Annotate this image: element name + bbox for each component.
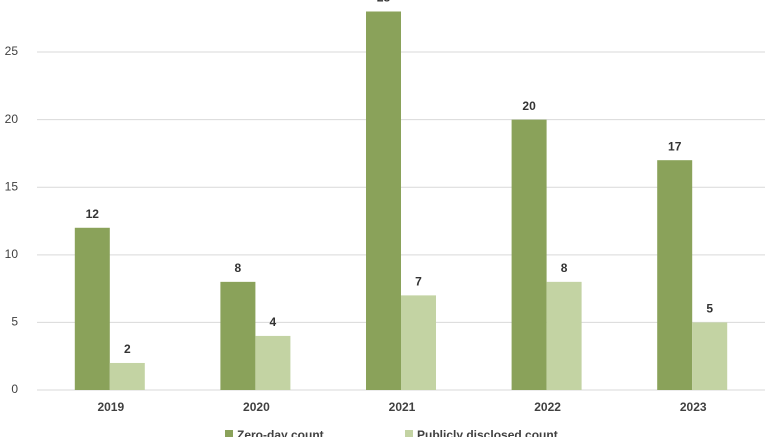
value-label: 20 <box>522 99 536 113</box>
value-label: 5 <box>706 302 713 316</box>
value-label: 2 <box>124 342 131 356</box>
bar <box>692 322 728 390</box>
y-tick-label: 10 <box>5 247 19 261</box>
value-label: 4 <box>270 315 277 329</box>
value-label: 12 <box>86 207 100 221</box>
x-tick-label: 2023 <box>680 400 707 414</box>
value-label: 17 <box>668 139 682 153</box>
y-tick-label: 15 <box>5 179 19 193</box>
x-tick-label: 2021 <box>389 400 416 414</box>
bar <box>366 11 401 390</box>
value-label: 8 <box>235 261 242 275</box>
y-tick-label: 20 <box>5 112 19 126</box>
y-tick-label: 25 <box>5 44 19 58</box>
y-tick-label: 0 <box>11 382 18 396</box>
bar <box>255 335 291 390</box>
legend-label: Publicly disclosed count <box>417 428 558 437</box>
legend-label: Zero-day count <box>237 428 324 437</box>
x-tick-label: 2022 <box>534 400 561 414</box>
bar <box>546 281 582 390</box>
x-tick-label: 2020 <box>243 400 270 414</box>
legend-swatch <box>225 430 233 437</box>
bar <box>74 227 110 390</box>
x-tick-label: 2019 <box>97 400 124 414</box>
value-label: 7 <box>415 275 422 289</box>
value-label: 8 <box>561 261 568 275</box>
value-label: 28 <box>377 0 391 5</box>
bar <box>511 119 547 390</box>
bar <box>220 281 256 390</box>
bar <box>109 362 145 390</box>
y-tick-label: 5 <box>11 315 18 329</box>
bar <box>657 160 693 390</box>
bar <box>401 295 436 390</box>
legend-swatch <box>405 430 413 437</box>
